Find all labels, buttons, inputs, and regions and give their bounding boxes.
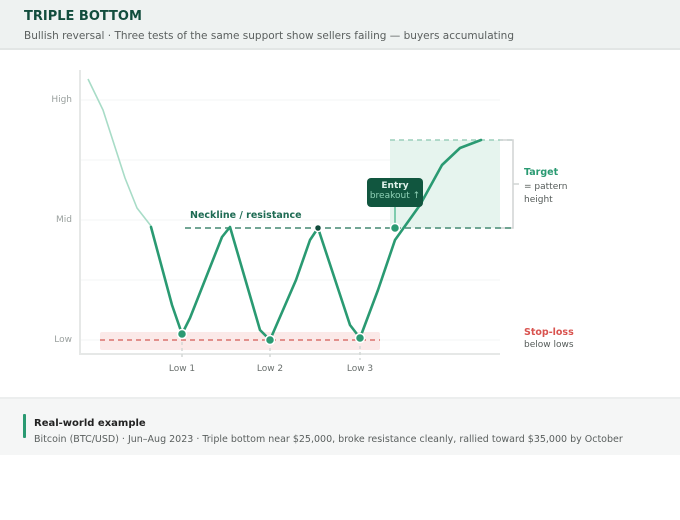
entry-dot [389,222,401,234]
chart-canvas [79,70,519,360]
example-title: Real-world example [34,418,146,429]
neckline-label: Neckline / resistance [190,210,302,221]
x-tick-low-2: Low 2 [256,364,284,374]
y-tick-low: Low [54,335,72,345]
low-1-dot [176,328,188,340]
page-subtitle: Bullish reversal · Three tests of the sa… [24,30,514,42]
target-title: Target [524,167,559,178]
entry-subtitle: breakout ↑ [369,191,421,201]
low-2-dot [264,334,276,346]
entry-callout: Entry breakout ↑ [367,178,423,207]
low-3-dot [354,332,366,344]
example-desc: Bitcoin (BTC/USD) · Jun–Aug 2023 · Tripl… [34,434,623,445]
x-tick-low-1: Low 1 [168,364,196,374]
page-title: TRIPLE BOTTOM [24,9,142,24]
stop-loss-title: Stop-loss [524,327,574,338]
prior-trend-line [87,78,152,227]
y-tick-high: High [51,95,72,105]
accent-bar [23,414,26,438]
stop-loss-desc: below lows [524,340,574,350]
entry-title: Entry [381,181,409,191]
header: TRIPLE BOTTOM Bullish reversal · Three t… [0,0,680,50]
target-desc-line-1: = pattern [524,182,568,192]
target-desc: = pattern height [524,181,567,207]
real-world-example: Real-world example Bitcoin (BTC/USD) · J… [0,397,680,455]
y-tick-mid: Mid [56,215,72,225]
target-desc-line-2: height [524,195,553,205]
pattern-chart: High Mid Low Low 1 Low 2 Low 3 Neckline … [0,50,680,397]
target-bracket [500,139,514,229]
peak-2-dot [313,223,323,233]
x-tick-low-3: Low 3 [346,364,374,374]
stop-loss-band [100,332,380,350]
